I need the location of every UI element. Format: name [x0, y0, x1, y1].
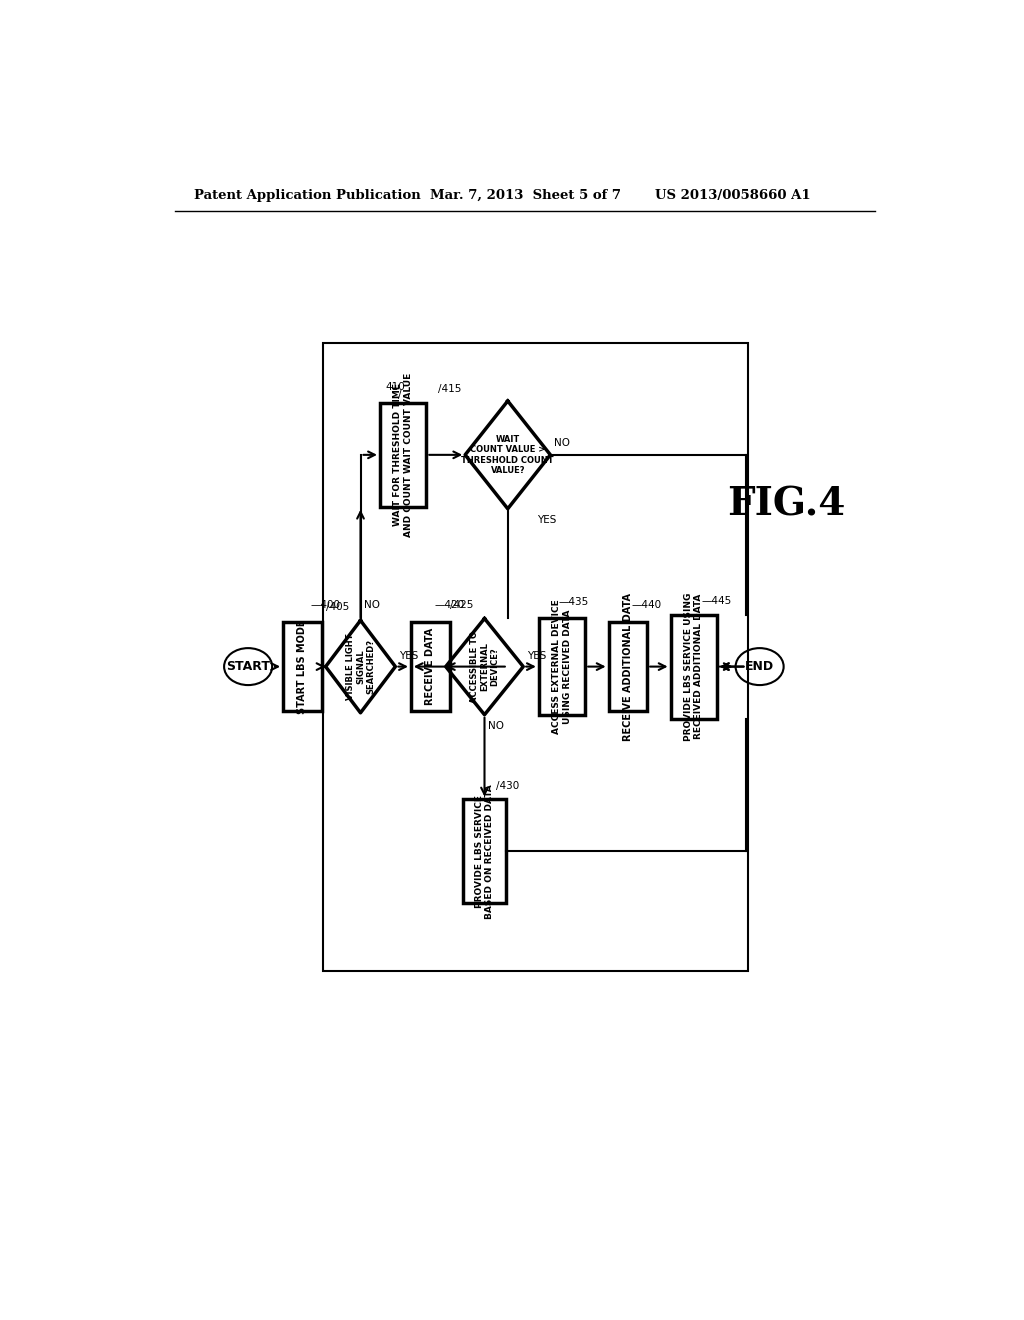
Text: RECEIVE DATA: RECEIVE DATA	[425, 628, 435, 705]
Text: START LBS MODE: START LBS MODE	[297, 619, 307, 714]
Text: PROVIDE LBS SERVICE USING
RECEIVED ADDITIONAL DATA: PROVIDE LBS SERVICE USING RECEIVED ADDIT…	[684, 593, 703, 741]
Text: —440: —440	[632, 601, 662, 610]
Text: Patent Application Publication: Patent Application Publication	[194, 189, 421, 202]
Text: —400: —400	[310, 601, 340, 610]
Text: —445: —445	[701, 595, 732, 606]
Text: Mar. 7, 2013  Sheet 5 of 7: Mar. 7, 2013 Sheet 5 of 7	[430, 189, 622, 202]
Bar	[463, 800, 506, 903]
Text: NO: NO	[554, 438, 570, 449]
Text: /405: /405	[326, 602, 349, 611]
Text: YES: YES	[527, 651, 547, 661]
Text: RECEIVE ADDITIONAL DATA: RECEIVE ADDITIONAL DATA	[623, 593, 633, 741]
Text: ACCESS EXTERNAL DEVICE
USING RECEIVED DATA: ACCESS EXTERNAL DEVICE USING RECEIVED DA…	[552, 599, 571, 734]
Bar	[283, 622, 322, 711]
Text: YES: YES	[399, 651, 419, 661]
Text: —420: —420	[434, 601, 464, 610]
Text: ACCESSIBLE TO
EXTERNAL
DEVICE?: ACCESSIBLE TO EXTERNAL DEVICE?	[470, 631, 500, 702]
Text: FIG.4: FIG.4	[728, 486, 846, 524]
Text: /: /	[397, 391, 401, 400]
Text: VISIBLE LIGHT
SIGNAL
SEARCHED?: VISIBLE LIGHT SIGNAL SEARCHED?	[346, 634, 376, 700]
Text: WAIT FOR THRESHOLD TIME
AND COUNT WAIT COUNT VALUE: WAIT FOR THRESHOLD TIME AND COUNT WAIT C…	[393, 372, 413, 537]
Bar	[411, 622, 450, 711]
Text: START: START	[226, 660, 270, 673]
Bar	[671, 615, 717, 718]
Text: YES: YES	[537, 515, 556, 525]
Bar	[539, 619, 586, 714]
Bar	[608, 622, 647, 711]
Text: 410: 410	[385, 383, 406, 392]
Text: WAIT
COUNT VALUE >
THRESHOLD COUNT
VALUE?: WAIT COUNT VALUE > THRESHOLD COUNT VALUE…	[462, 434, 554, 475]
Bar	[380, 403, 426, 507]
Text: END: END	[745, 660, 774, 673]
Text: NO: NO	[365, 601, 380, 610]
Bar	[324, 343, 748, 970]
Text: US 2013/0058660 A1: US 2013/0058660 A1	[655, 189, 811, 202]
Text: /430: /430	[496, 780, 519, 791]
Text: —435: —435	[558, 597, 589, 606]
Text: NO: NO	[488, 721, 505, 731]
Text: /415: /415	[438, 384, 461, 395]
Text: /425: /425	[450, 599, 473, 610]
Text: PROVIDE LBS SERVICE
BASED ON RECEIVED DATA: PROVIDE LBS SERVICE BASED ON RECEIVED DA…	[475, 784, 495, 919]
